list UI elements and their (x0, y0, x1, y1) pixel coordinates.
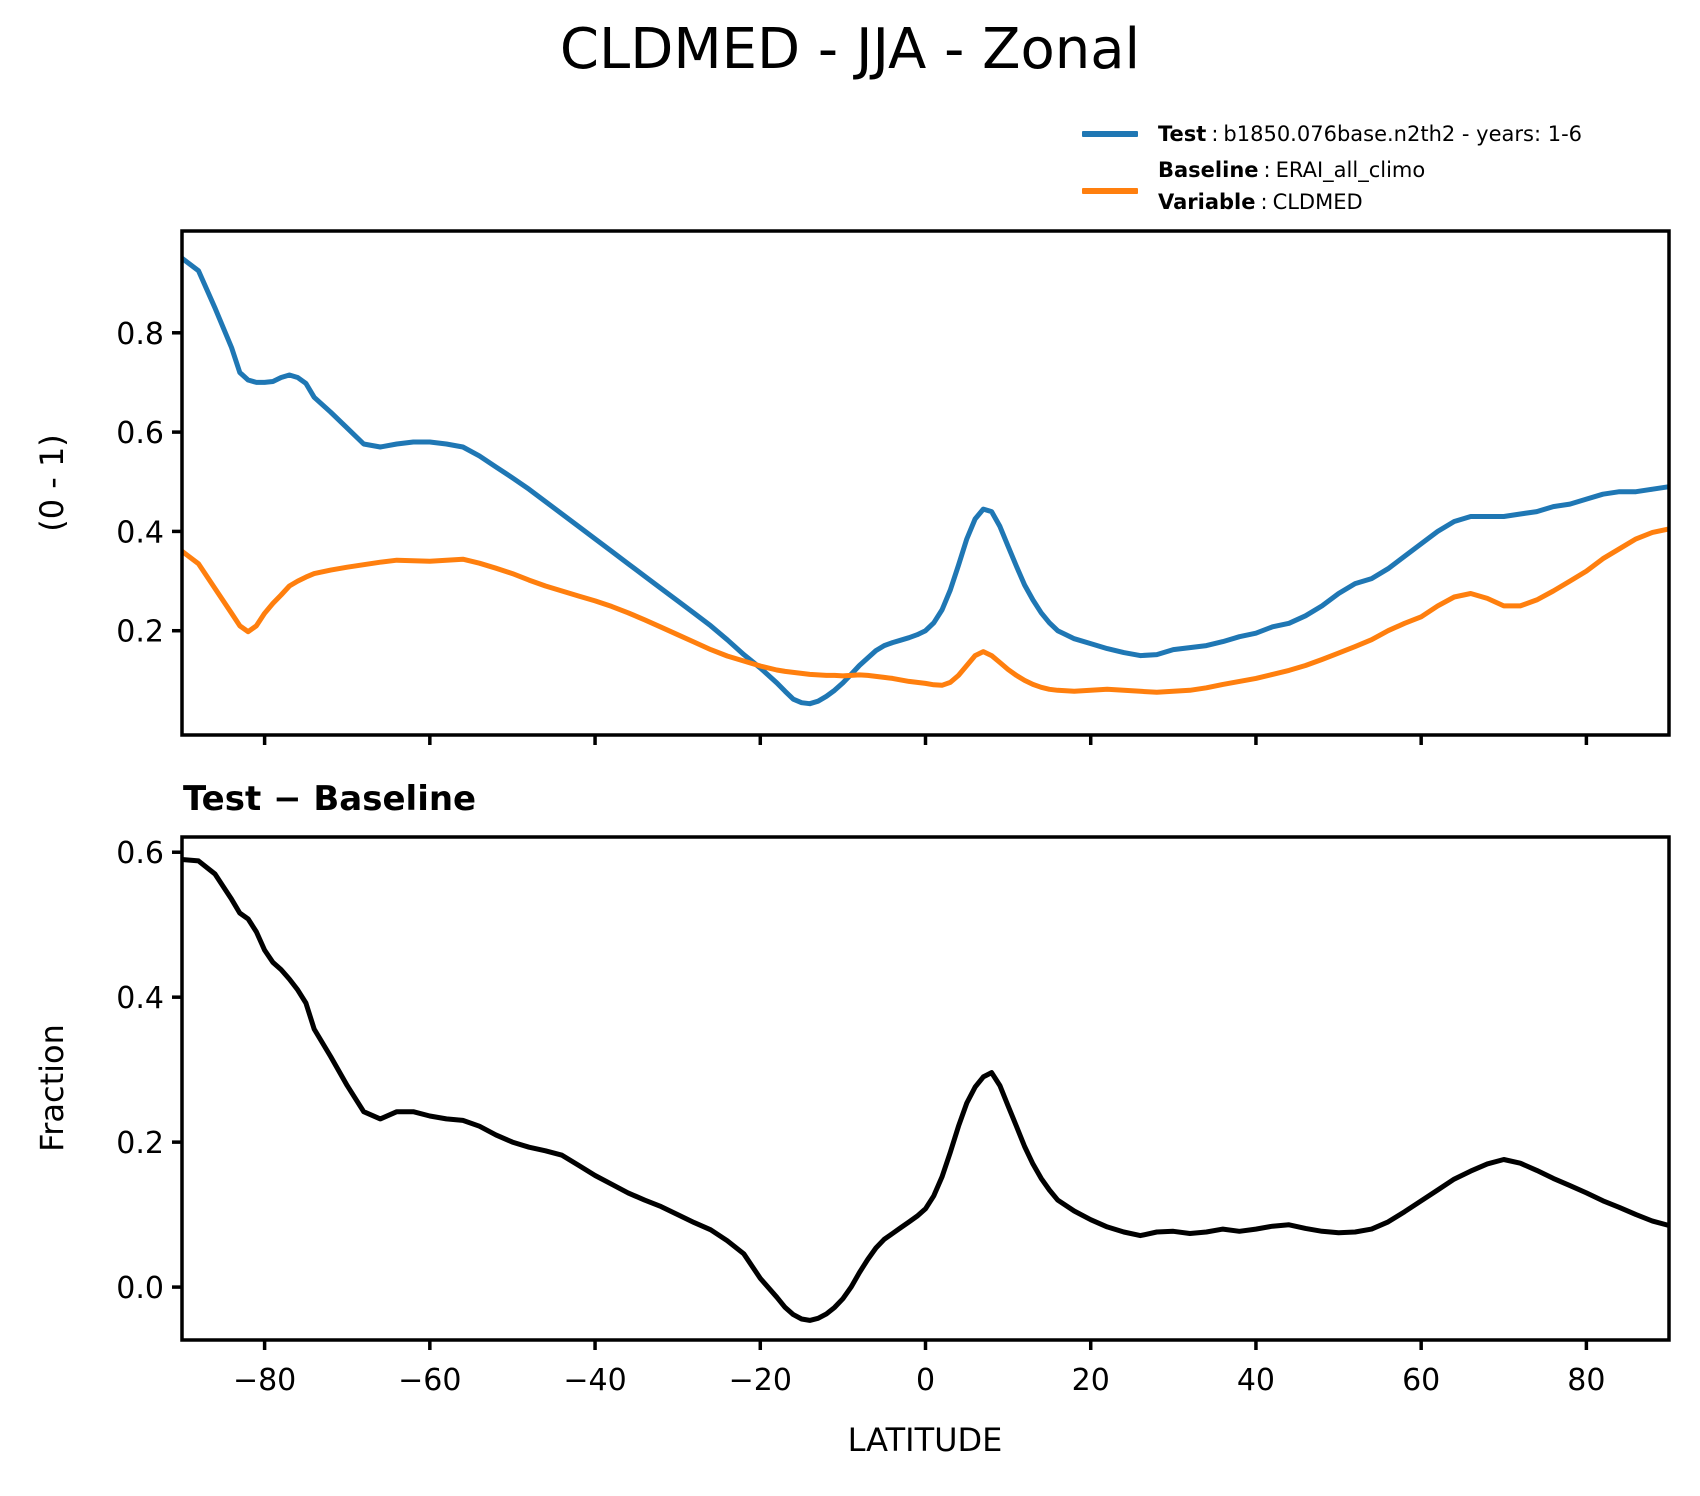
legend-item-baseline: Baseline: ERAI_all_climo (1158, 157, 1425, 184)
legend-item-test: Test: b1850.076base.n2th2 - years: 1-6 (1158, 121, 1582, 148)
x-tick-label: −20 (729, 1363, 792, 1398)
y-ticks: 0.2 0.4 0.6 0.8 (116, 317, 182, 650)
x-tick-label: −80 (233, 1363, 296, 1398)
y-tick-label: 0.6 (116, 836, 164, 871)
y-tick-label: 0.4 (116, 981, 164, 1016)
test-line-swatch (1082, 131, 1138, 137)
legend-label-baseline: Baseline (1158, 158, 1259, 182)
legend-separator: : (1211, 122, 1219, 146)
bottom-plot: −80 −60 −40 −20 0 20 40 60 80 0.0 0.2 0.4 0.6 (116, 835, 1671, 1398)
y-tick-label: 0.6 (116, 416, 164, 451)
legend-separator: : (1260, 190, 1268, 214)
legend-label-test: Test (1158, 122, 1207, 146)
baseline-line (180, 526, 1670, 695)
x-tick-label: 0 (916, 1363, 935, 1398)
legend-value-test: b1850.076base.n2th2 - years: 1-6 (1223, 122, 1583, 146)
x-tick-label: 20 (1072, 1363, 1110, 1398)
x-axis-label: LATITUDE (847, 1421, 1003, 1459)
y-tick-label: 0.2 (116, 615, 164, 650)
x-tick-label: 40 (1237, 1363, 1275, 1398)
x-tick-label: 60 (1402, 1363, 1440, 1398)
legend-label-variable: Variable (1158, 190, 1256, 214)
x-ticks: −80 −60 −40 −20 0 20 40 60 80 (233, 1340, 1605, 1398)
y-tick-label: 0.4 (116, 515, 164, 550)
bottom-y-axis-label: Fraction (33, 1024, 71, 1152)
test-baseline-line (181, 857, 1670, 1323)
plot-frame (180, 229, 1671, 737)
legend-value-variable: CLDMED (1272, 190, 1363, 214)
baseline-line-swatch (1082, 188, 1138, 194)
top-y-axis-label: (0 - 1) (33, 434, 71, 532)
x-tick-label: −60 (398, 1363, 461, 1398)
y-tick-label: 0.2 (116, 1126, 164, 1161)
x-tick-label: −40 (563, 1363, 626, 1398)
y-tick-label: 0.0 (116, 1271, 164, 1306)
y-ticks: 0.0 0.2 0.4 0.6 (116, 836, 182, 1306)
diff-plot-title: Test − Baseline (183, 779, 477, 819)
top-plot: 0.2 0.4 0.6 0.8 (116, 229, 1671, 745)
legend-separator: : (1263, 158, 1271, 182)
legend-value-baseline: ERAI_all_climo (1275, 158, 1426, 182)
y-tick-label: 0.8 (116, 317, 164, 352)
x-ticks (262, 735, 1589, 745)
test-line (180, 256, 1670, 707)
plot-frame (180, 835, 1671, 1342)
x-tick-label: 80 (1567, 1363, 1605, 1398)
legend-item-variable: Variable: CLDMED (1158, 189, 1363, 216)
figure-title: CLDMED - JJA - Zonal (559, 17, 1141, 82)
